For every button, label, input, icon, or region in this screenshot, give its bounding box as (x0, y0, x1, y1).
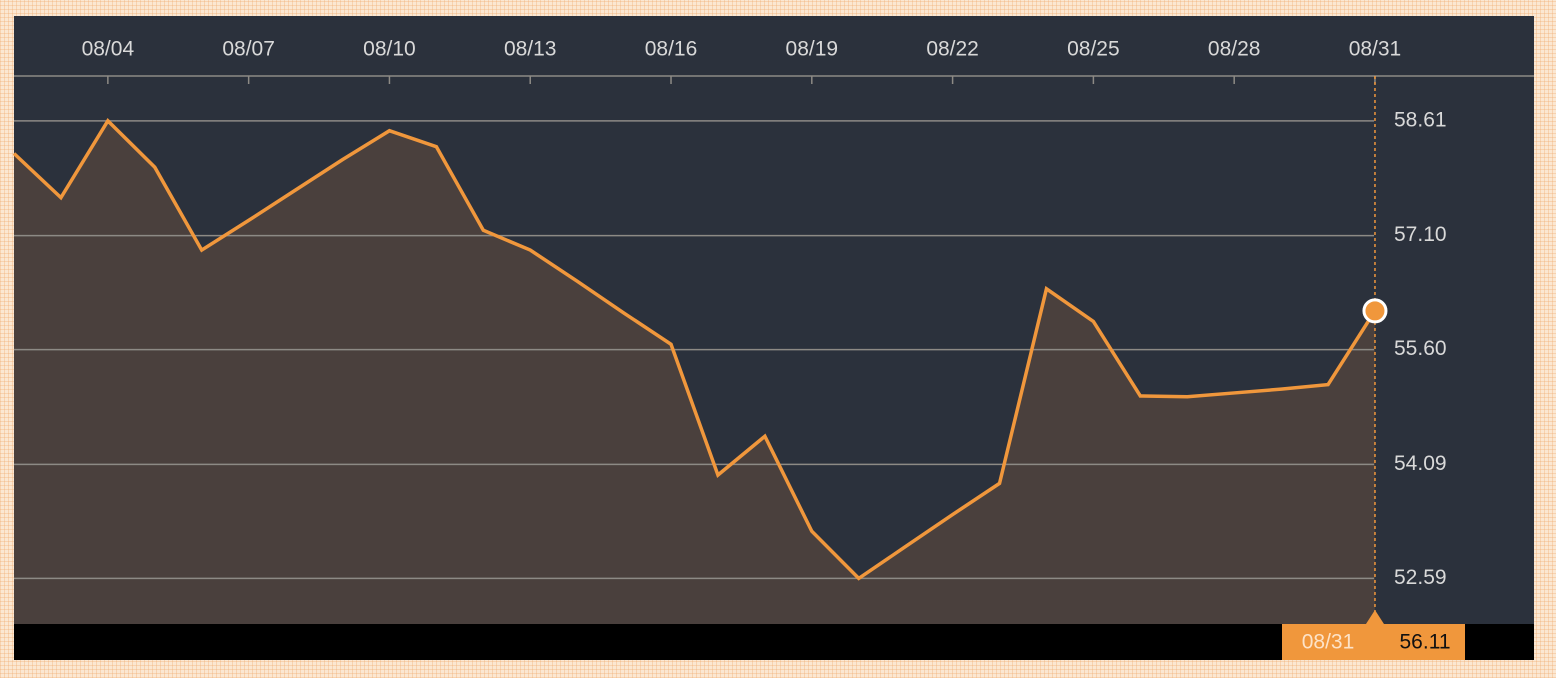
x-tick-label: 08/19 (786, 38, 839, 61)
footer-bar (14, 624, 1534, 660)
x-tick-label: 08/07 (222, 38, 275, 61)
y-tick-label: 55.60 (1394, 337, 1447, 360)
x-tick-label: 08/25 (1067, 38, 1120, 61)
y-tick-label: 52.59 (1394, 566, 1447, 589)
tooltip-arrow (1365, 610, 1384, 624)
overlay: 52.59 54.09 55.60 57.10 58.61 08/04 08/07 08/10… (12, 38, 1534, 660)
highlight-point (1362, 298, 1388, 324)
tooltip (1282, 624, 1465, 660)
x-tick-label: 08/22 (926, 38, 979, 61)
x-tick-label: 08/10 (363, 38, 416, 61)
x-tick-label: 08/04 (82, 38, 135, 61)
area (14, 120, 1375, 625)
plot (14, 120, 1375, 625)
y-tick-label: 54.09 (1394, 452, 1447, 475)
tooltip-date: 08/31 (1302, 631, 1355, 654)
tooltip-value: 56.11 (1400, 631, 1451, 654)
y-tick-label: 58.61 (1394, 108, 1447, 131)
x-tick-label: 08/28 (1208, 38, 1261, 61)
x-tick-label: 08/16 (645, 38, 698, 61)
x-tick-label: 08/31 (1349, 38, 1402, 61)
x-tick-label: 08/13 (504, 38, 557, 61)
line (12, 118, 1377, 581)
y-tick-label: 57.10 (1394, 223, 1447, 246)
